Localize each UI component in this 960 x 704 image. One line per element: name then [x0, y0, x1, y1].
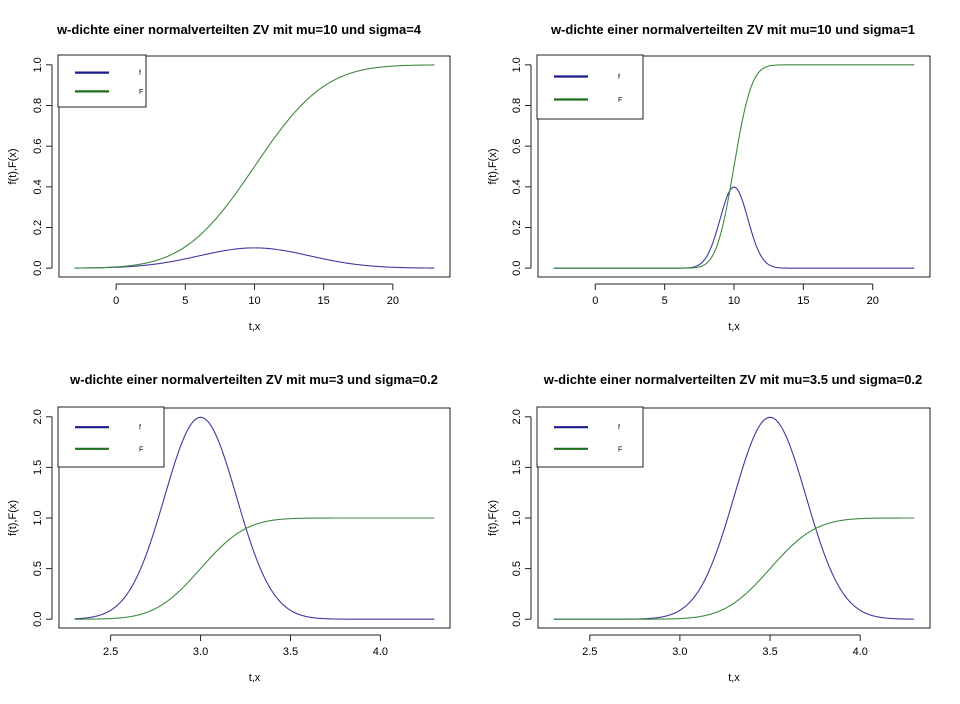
plot-frame	[537, 407, 931, 629]
chart-title: w-dichte einer normalverteilten ZV mit m…	[543, 372, 923, 387]
x-tick-label: 4.0	[853, 646, 868, 658]
x-tick-label: 15	[797, 295, 809, 307]
y-axis-label: f(t),F(x)	[487, 148, 499, 184]
x-tick-label: 5	[182, 295, 188, 307]
x-tick-label: 10	[728, 295, 740, 307]
series-line-cdf	[74, 64, 435, 269]
x-axis-label: t,x	[249, 321, 261, 333]
y-tick-label: 2.0	[32, 409, 44, 424]
y-tick-label: 0.5	[511, 561, 523, 576]
x-tick-label: 4.0	[373, 646, 388, 658]
y-axis-label: f(t),F(x)	[487, 500, 499, 536]
x-tick-label: 15	[318, 295, 330, 307]
y-tick-label: 2.0	[511, 409, 523, 424]
y-tick-label: 0.0	[32, 261, 44, 276]
chart-panel-1: w-dichte einer normalverteilten ZV mit m…	[7, 22, 451, 333]
legend: fF	[536, 54, 644, 120]
chart-title: w-dichte einer normalverteilten ZV mit m…	[69, 372, 438, 387]
x-tick-label: 2.5	[582, 646, 597, 658]
x-tick-label: 5	[662, 295, 668, 307]
legend-box	[536, 54, 644, 120]
legend: fF	[57, 54, 147, 108]
y-tick-label: 0.4	[511, 179, 523, 194]
x-tick-label: 0	[592, 295, 598, 307]
series-line-cdf	[553, 517, 915, 620]
x-tick-label: 20	[387, 295, 399, 307]
y-tick-label: 0.0	[32, 612, 44, 627]
chart-panel-3: w-dichte einer normalverteilten ZV mit m…	[7, 372, 451, 684]
legend-label-density: f	[139, 425, 141, 432]
y-tick-label: 0.6	[32, 139, 44, 154]
x-tick-label: 3.0	[672, 646, 687, 658]
series-line-cdf	[553, 64, 915, 269]
y-tick-label: 1.0	[32, 57, 44, 72]
legend-label-cdf: F	[618, 446, 622, 453]
y-tick-label: 1.0	[32, 510, 44, 525]
legend-label-cdf: F	[618, 97, 622, 104]
x-tick-label: 3.5	[283, 646, 298, 658]
y-tick-label: 0.5	[32, 561, 44, 576]
legend-label-density: f	[139, 70, 141, 77]
legend-label-cdf: F	[139, 89, 143, 96]
series-line-cdf	[74, 517, 435, 620]
x-tick-label: 0	[113, 295, 119, 307]
y-tick-label: 0.4	[32, 179, 44, 194]
y-tick-label: 0.2	[32, 220, 44, 235]
x-tick-label: 3.0	[193, 646, 208, 658]
chart-title: w-dichte einer normalverteilten ZV mit m…	[550, 22, 915, 37]
x-axis-label: t,x	[728, 321, 740, 333]
y-axis-label: f(t),F(x)	[7, 148, 19, 184]
x-axis-label: t,x	[249, 672, 261, 684]
x-tick-label: 3.5	[762, 646, 777, 658]
y-tick-label: 0.8	[32, 98, 44, 113]
x-tick-label: 2.5	[103, 646, 118, 658]
legend-box	[536, 406, 644, 468]
legend-box	[57, 406, 165, 468]
legend-box	[57, 54, 147, 108]
y-tick-label: 1.5	[511, 460, 523, 475]
legend-label-density: f	[618, 74, 620, 81]
y-tick-label: 1.0	[511, 510, 523, 525]
series-line-density	[74, 247, 435, 269]
legend: fF	[536, 406, 644, 468]
y-axis-label: f(t),F(x)	[7, 500, 19, 536]
legend: fF	[57, 406, 165, 468]
y-tick-label: 0.0	[511, 261, 523, 276]
chart-title: w-dichte einer normalverteilten ZV mit m…	[56, 22, 422, 37]
plot-frame	[58, 407, 451, 629]
x-tick-label: 20	[867, 295, 879, 307]
chart-panel-2: w-dichte einer normalverteilten ZV mit m…	[487, 22, 931, 333]
y-tick-label: 0.2	[511, 220, 523, 235]
chart-panel-4: w-dichte einer normalverteilten ZV mit m…	[487, 372, 931, 684]
x-tick-label: 10	[248, 295, 260, 307]
x-axis-label: t,x	[728, 672, 740, 684]
y-tick-label: 0.8	[511, 98, 523, 113]
plot-frame	[537, 55, 931, 278]
series-line-density	[553, 186, 915, 269]
y-tick-label: 0.6	[511, 139, 523, 154]
series-line-density	[74, 416, 435, 620]
y-tick-label: 0.0	[511, 612, 523, 627]
plot-frame	[58, 55, 451, 278]
legend-label-cdf: F	[139, 446, 143, 453]
y-tick-label: 1.0	[511, 57, 523, 72]
y-tick-label: 1.5	[32, 460, 44, 475]
legend-label-density: f	[618, 425, 620, 432]
